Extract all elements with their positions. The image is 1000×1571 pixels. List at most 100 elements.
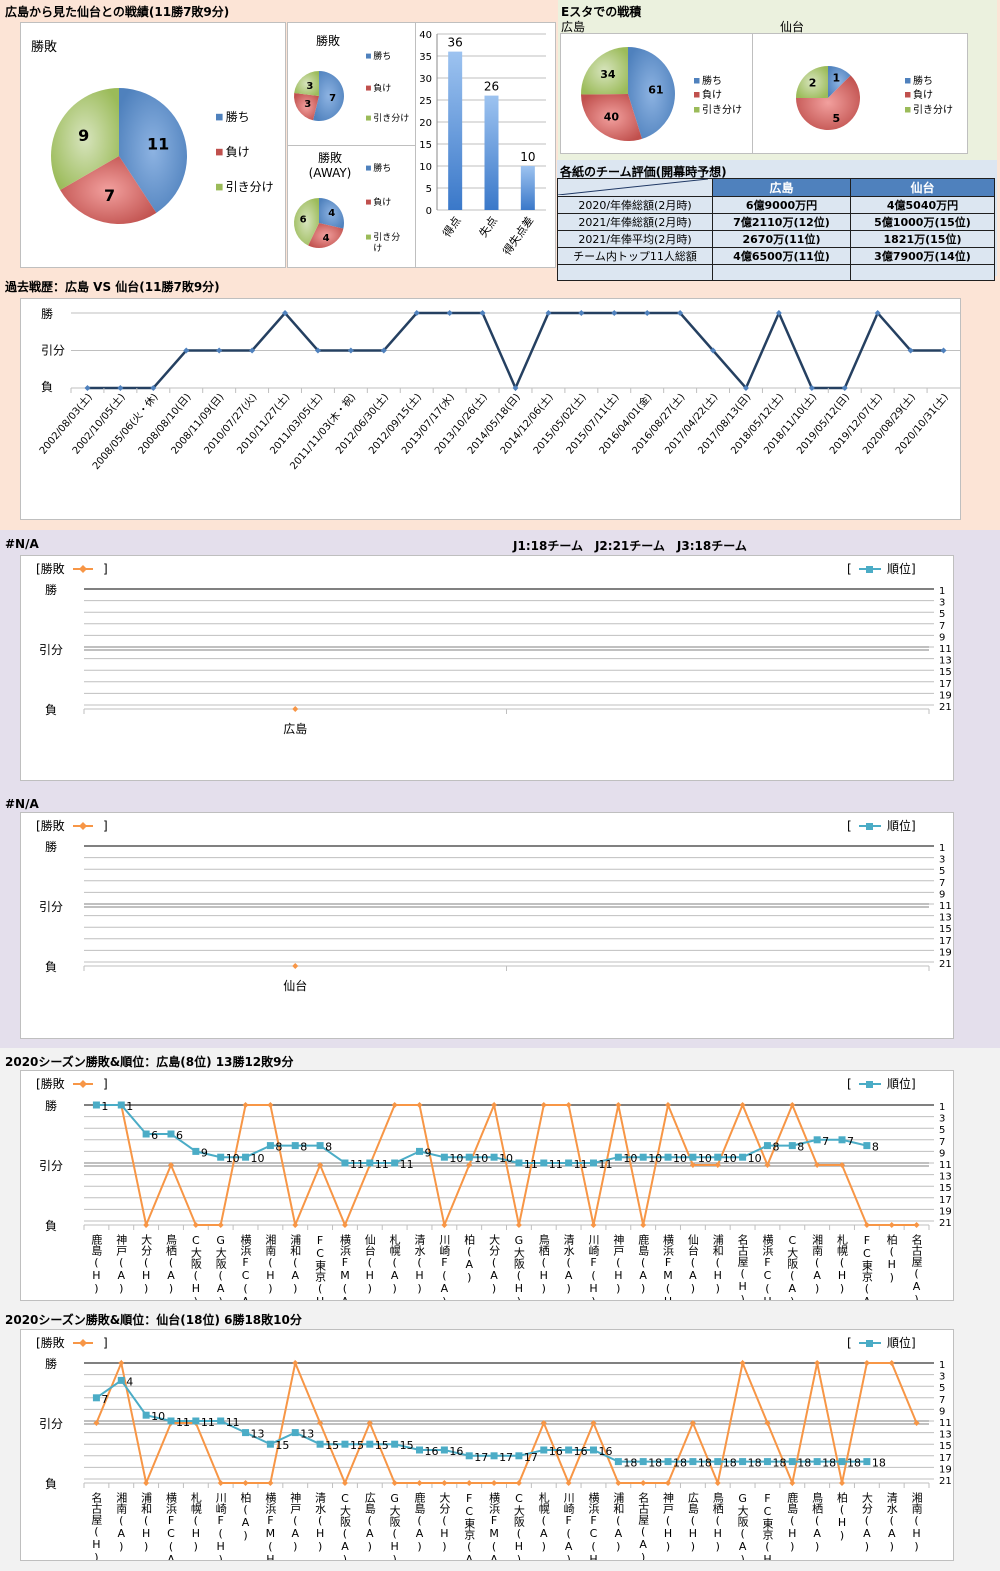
- x-tick-label: FC東京(H): [761, 1492, 774, 1560]
- data-point: [742, 385, 749, 391]
- result-point: [217, 1480, 224, 1486]
- x-tick-label: 札幌(A): [537, 1492, 550, 1553]
- pie-data-label-win: 7: [329, 93, 336, 104]
- legend-bracket: ]: [103, 819, 108, 833]
- pie-title: 勝敗: [31, 40, 57, 55]
- result-point: [416, 1480, 423, 1486]
- rank-point: [242, 1429, 250, 1437]
- rank-tick-label: 1: [939, 586, 945, 597]
- x-tick-label: 大分(A): [860, 1491, 873, 1553]
- rank-data-label: 10: [449, 1152, 463, 1165]
- legend-label-loss: 負け: [226, 145, 250, 159]
- x-tick-label: 鹿島(A): [637, 1233, 650, 1295]
- bar-data-label: 36: [448, 36, 463, 50]
- rank-data-label: 18: [797, 1457, 811, 1470]
- rank-point: [192, 1147, 200, 1155]
- pie-slice-draw: [294, 71, 319, 96]
- pie-slice-win: [313, 71, 345, 121]
- goals-bar-panel: 0 5 10 15 20 25 30 35 40 36 得点 26 失点 10 得失点差: [415, 22, 556, 268]
- result-point: [814, 1360, 821, 1366]
- pie-data-label-loss: 40: [604, 110, 620, 123]
- rank-data-label: 11: [549, 1158, 563, 1171]
- rank-point: [565, 1159, 573, 1167]
- row-label: 2020/年俸総額(2月時): [557, 196, 713, 214]
- legend-result-marker: [79, 1080, 87, 1088]
- pie-slice-win: [119, 88, 187, 213]
- x-tick-label: 大分(H): [140, 1233, 153, 1295]
- x-tick-label: 柏(A): [463, 1233, 476, 1284]
- data-point: [216, 347, 223, 354]
- rank-point: [291, 1429, 299, 1437]
- pie-slice-draw: [796, 66, 828, 98]
- result-point: [640, 1222, 647, 1228]
- rank-point: [515, 1159, 523, 1167]
- x-tick-label: 横浜FC(H): [761, 1233, 774, 1300]
- table-row: 2021/年俸総額(2月時) 7億2110万(12位) 5億1000万(15位): [557, 213, 995, 231]
- rank-data-label: 6: [151, 1129, 158, 1142]
- result-point: [391, 1480, 398, 1486]
- y-tick-label: 5: [426, 184, 432, 195]
- data-point: [710, 347, 717, 354]
- legend-swatch-loss: [366, 199, 371, 205]
- rank-tick-label: 19: [939, 1206, 952, 1217]
- result-point: [441, 1222, 448, 1228]
- na-chart-box-2: 1 3 5 7 9 11 13 15 17 19 21 勝引分負 [勝敗][順位] 仙台: [20, 812, 954, 1039]
- x-tick-label: 鳥栖(H): [711, 1491, 724, 1553]
- rank-data-label: 11: [350, 1158, 364, 1171]
- legend-label-win: 勝ち: [702, 74, 722, 87]
- result-point: [515, 1222, 522, 1228]
- divider: [752, 34, 753, 153]
- result-point: [267, 1480, 274, 1486]
- rank-tick-label: 3: [939, 598, 945, 609]
- result-point: [118, 1360, 125, 1366]
- x-tick-label: 横浜FC(A): [239, 1233, 252, 1300]
- x-tick-label: 横浜FM(H): [662, 1233, 675, 1300]
- na-title-1: #N/A: [5, 537, 39, 551]
- evaluation-title: 各紙のチーム評価(開幕時予想): [560, 165, 727, 179]
- rank-point: [92, 1394, 100, 1402]
- result-point: [267, 1102, 274, 1108]
- pie-data-label-loss: 3: [304, 99, 311, 110]
- legend-bracket: ]: [103, 1336, 108, 1350]
- rank-data-label: 10: [623, 1152, 637, 1165]
- rank-point: [763, 1458, 771, 1466]
- rank-data-label: 11: [400, 1158, 414, 1171]
- estadium-team2-label: 仙台: [780, 20, 805, 34]
- x-tick-label: 清水(A): [562, 1234, 575, 1295]
- legend-swatch-draw: [694, 107, 700, 113]
- x-tick-label: 浦和(H): [140, 1492, 153, 1553]
- rank-data-label: 16: [574, 1445, 588, 1458]
- rank-point: [465, 1153, 473, 1161]
- pie-data-label-win: 4: [328, 208, 335, 219]
- data-point: [611, 310, 618, 316]
- legend-swatch-win: [905, 78, 911, 84]
- bar: [484, 95, 499, 210]
- legend-bracket: ]: [103, 562, 108, 576]
- history-title: 過去戦歴：広島 VS 仙台(11勝7敗9分): [5, 280, 220, 294]
- pie-data-label-draw: 9: [78, 126, 89, 145]
- rank-data-label: 11: [375, 1158, 389, 1171]
- sendai-value: 5億1000万(15位): [850, 213, 995, 231]
- rank-data-label: 7: [822, 1135, 829, 1148]
- rank-point: [763, 1142, 771, 1150]
- rank-data-label: 17: [524, 1451, 538, 1464]
- rank-data-label: 8: [300, 1141, 307, 1154]
- rank-tick-label: 11: [939, 901, 952, 912]
- table-header-row: 広島 仙台: [557, 178, 995, 197]
- result-point: [789, 1102, 796, 1108]
- rank-point: [714, 1153, 722, 1161]
- rank-data-label: 10: [723, 1152, 737, 1165]
- result-point: [590, 1420, 597, 1426]
- rank-tick-label: 17: [939, 1195, 952, 1206]
- legend-result-marker: [79, 565, 87, 573]
- rank-data-label: 15: [375, 1439, 389, 1452]
- x-tick-label: 広島(A): [363, 1492, 376, 1553]
- x-tick-label: 名古屋(H): [90, 1491, 103, 1560]
- pie-data-label-draw: 6: [300, 215, 307, 226]
- pie-title: 勝敗: [318, 150, 342, 165]
- rank-point: [416, 1446, 424, 1454]
- y-axis-label: 負: [41, 380, 53, 394]
- data-point: [380, 347, 387, 354]
